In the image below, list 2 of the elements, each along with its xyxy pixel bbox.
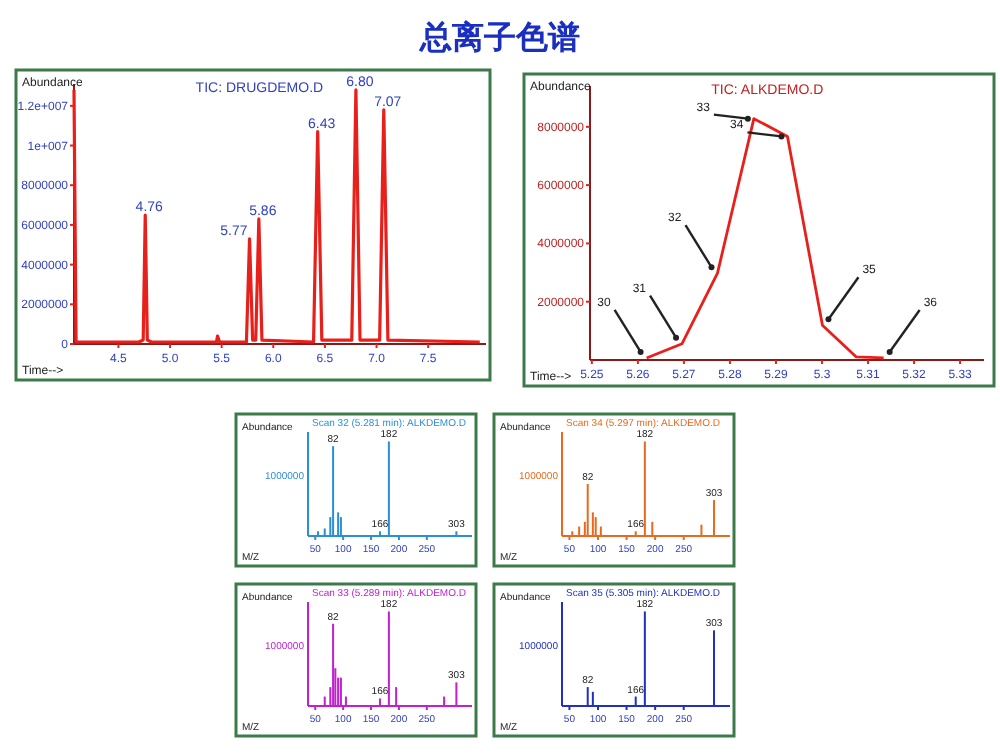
line-series bbox=[645, 117, 886, 360]
chart-title: 总离子色谱 bbox=[418, 18, 580, 56]
